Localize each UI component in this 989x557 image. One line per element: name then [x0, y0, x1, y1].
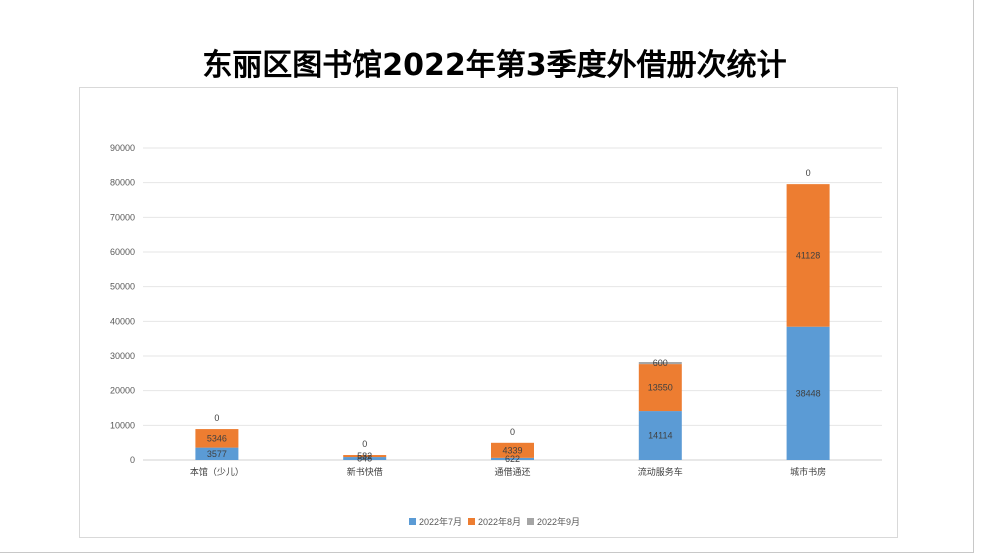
legend-swatch — [408, 518, 416, 525]
bars — [195, 184, 830, 460]
bar-segment — [491, 442, 534, 458]
x-tick-label: 城市书房 — [790, 466, 826, 478]
data-label: 600 — [653, 358, 668, 368]
bar-segment — [195, 447, 239, 460]
legend-label: 2022年7月 — [418, 517, 462, 527]
bar-segment — [195, 429, 239, 448]
slide-border — [0, 0, 974, 553]
legend-item: 2022年8月 — [467, 515, 522, 528]
x-axis: 本馆（少儿） 新书快借 通借通还 流动服务车 城市书房 — [190, 466, 826, 478]
data-label: 5346 — [207, 433, 227, 443]
y-tick-label: 40000 — [110, 316, 135, 326]
legend: 2022年7月 2022年8月 2022年9月 — [0, 515, 989, 528]
data-label: 0 — [362, 439, 367, 449]
data-label: 38448 — [796, 388, 821, 398]
x-tick-label: 通借通还 — [494, 466, 530, 478]
x-tick-label: 本馆（少儿） — [190, 466, 244, 478]
data-label: 622 — [505, 454, 520, 464]
chart-title: 东丽区图书馆2022年第3季度外借册次统计 — [202, 48, 787, 83]
data-label: 13550 — [648, 383, 673, 393]
legend-label: 2022年9月 — [537, 517, 581, 527]
bar-segment — [638, 362, 682, 365]
bar-segment — [343, 457, 387, 460]
legend-swatch — [467, 518, 475, 525]
y-tick-label: 90000 — [110, 143, 135, 153]
legend-label: 2022年8月 — [477, 517, 522, 527]
data-label: 14114 — [648, 431, 672, 441]
y-tick-label: 0 — [130, 455, 135, 465]
y-tick-label: 20000 — [110, 386, 135, 396]
legend-item: 2022年7月 — [408, 515, 462, 528]
x-tick-label: 新书快借 — [347, 466, 383, 478]
data-label: 41128 — [796, 250, 820, 260]
bar-segment — [491, 457, 534, 460]
bar-segment — [638, 411, 682, 460]
x-tick-label: 流动服务车 — [638, 466, 683, 478]
legend-swatch — [527, 518, 535, 525]
data-label: 0 — [510, 427, 515, 437]
bar-segment — [638, 364, 682, 412]
data-label: 0 — [214, 413, 219, 423]
data-label: 3577 — [207, 449, 227, 459]
y-tick-label: 80000 — [110, 178, 135, 188]
data-label: 848 — [357, 454, 372, 464]
y-tick-label: 60000 — [110, 247, 135, 257]
data-label: 4339 — [502, 445, 522, 455]
bar-segment — [343, 455, 387, 458]
bar-segment — [786, 184, 830, 327]
y-tick-label: 30000 — [110, 351, 135, 361]
bar-segment — [786, 326, 830, 460]
y-tick-label: 50000 — [110, 282, 135, 292]
grid-lines — [143, 147, 882, 461]
y-tick-label: 10000 — [110, 420, 135, 430]
data-label: 582 — [357, 451, 372, 461]
chart-frame — [79, 87, 898, 538]
y-tick-label: 70000 — [110, 212, 135, 222]
data-label: 0 — [806, 168, 811, 178]
y-axis: 0 10000 20000 30000 40000 50000 60000 70000 8000… — [110, 143, 135, 465]
legend-item: 2022年9月 — [527, 515, 580, 528]
